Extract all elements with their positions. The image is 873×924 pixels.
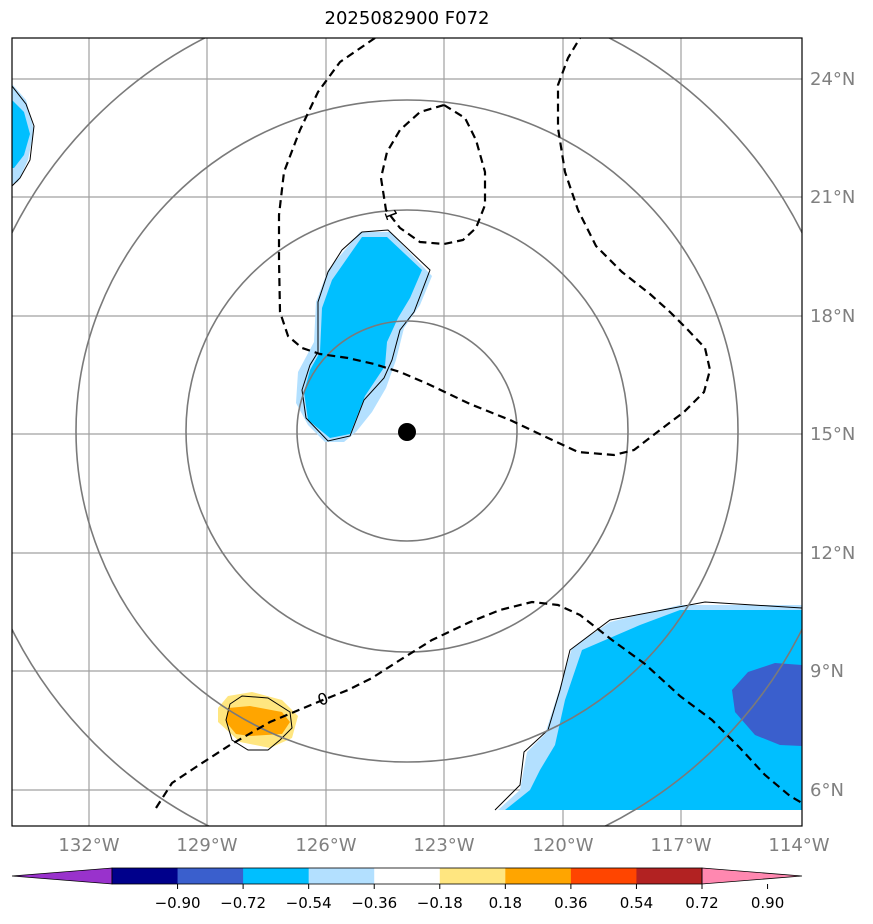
lat-label: 6°N <box>810 780 844 801</box>
lon-label: 126°W <box>295 835 356 856</box>
lat-label: 21°N <box>810 187 855 208</box>
range-rings <box>12 38 802 826</box>
lon-label: 120°W <box>532 835 593 856</box>
colorbar-tick-label: −0.54 <box>286 894 332 912</box>
colorbar-segment <box>374 868 441 884</box>
colorbar-tick-label: 0.90 <box>751 894 784 912</box>
lat-label: 18°N <box>810 306 855 327</box>
lat-label: 24°N <box>810 69 855 90</box>
colorbar-tick-label: −0.36 <box>351 894 397 912</box>
map-frame <box>11 37 803 827</box>
filled-region-northwest <box>12 84 35 187</box>
lon-label: 123°W <box>413 835 474 856</box>
filled-region-southwest <box>218 692 298 751</box>
colorbar-segment <box>112 868 179 884</box>
longitude-labels: 132°W 129°W 126°W 123°W 120°W 117°W 114°… <box>58 835 829 856</box>
colorbar-segment <box>505 868 572 884</box>
lon-label: 129°W <box>176 835 237 856</box>
colorbar-tick-label: 0.18 <box>489 894 522 912</box>
filled-region-southeast <box>494 601 802 811</box>
colorbar-segment <box>439 868 506 884</box>
latitude-labels: 6°N 9°N 12°N 15°N 18°N 21°N 24°N <box>810 69 855 801</box>
lat-label: 15°N <box>810 424 855 445</box>
colorbar-extend-high <box>701 867 803 885</box>
colorbar-tick-label: 0.36 <box>554 894 587 912</box>
colorbar-frame <box>111 867 703 885</box>
colorbar-extend-low <box>11 867 113 885</box>
colorbar-tick-label: −0.90 <box>155 894 201 912</box>
lat-label: 9°N <box>810 661 844 682</box>
colorbar-segment <box>243 868 310 884</box>
contour-label-1: 1 <box>380 207 401 223</box>
colorbar-segment <box>308 868 375 884</box>
colorbar-tick-label: 0.72 <box>685 894 718 912</box>
filled-region-central <box>296 229 432 442</box>
lon-label: 117°W <box>650 835 711 856</box>
colorbar-segment <box>570 868 637 884</box>
colorbar-tick-label: −0.72 <box>220 894 266 912</box>
colorbar: −0.90 −0.72 −0.54 −0.36 −0.18 0.18 0.36 0.54 0.7… <box>11 867 803 912</box>
map-title: 2025082900 F072 <box>324 8 490 29</box>
colorbar-segment <box>177 868 244 884</box>
dashed-contours <box>155 38 802 809</box>
lon-label: 114°W <box>768 835 829 856</box>
lon-label: 132°W <box>58 835 119 856</box>
contour-label-0: 0 <box>315 688 331 709</box>
lat-label: 12°N <box>810 543 855 564</box>
colorbar-tick-label: 0.54 <box>620 894 653 912</box>
storm-center-marker <box>398 423 416 441</box>
map-area: 1 0 <box>12 38 802 826</box>
colorbar-tick-label: −0.18 <box>417 894 463 912</box>
colorbar-segment <box>636 868 703 884</box>
